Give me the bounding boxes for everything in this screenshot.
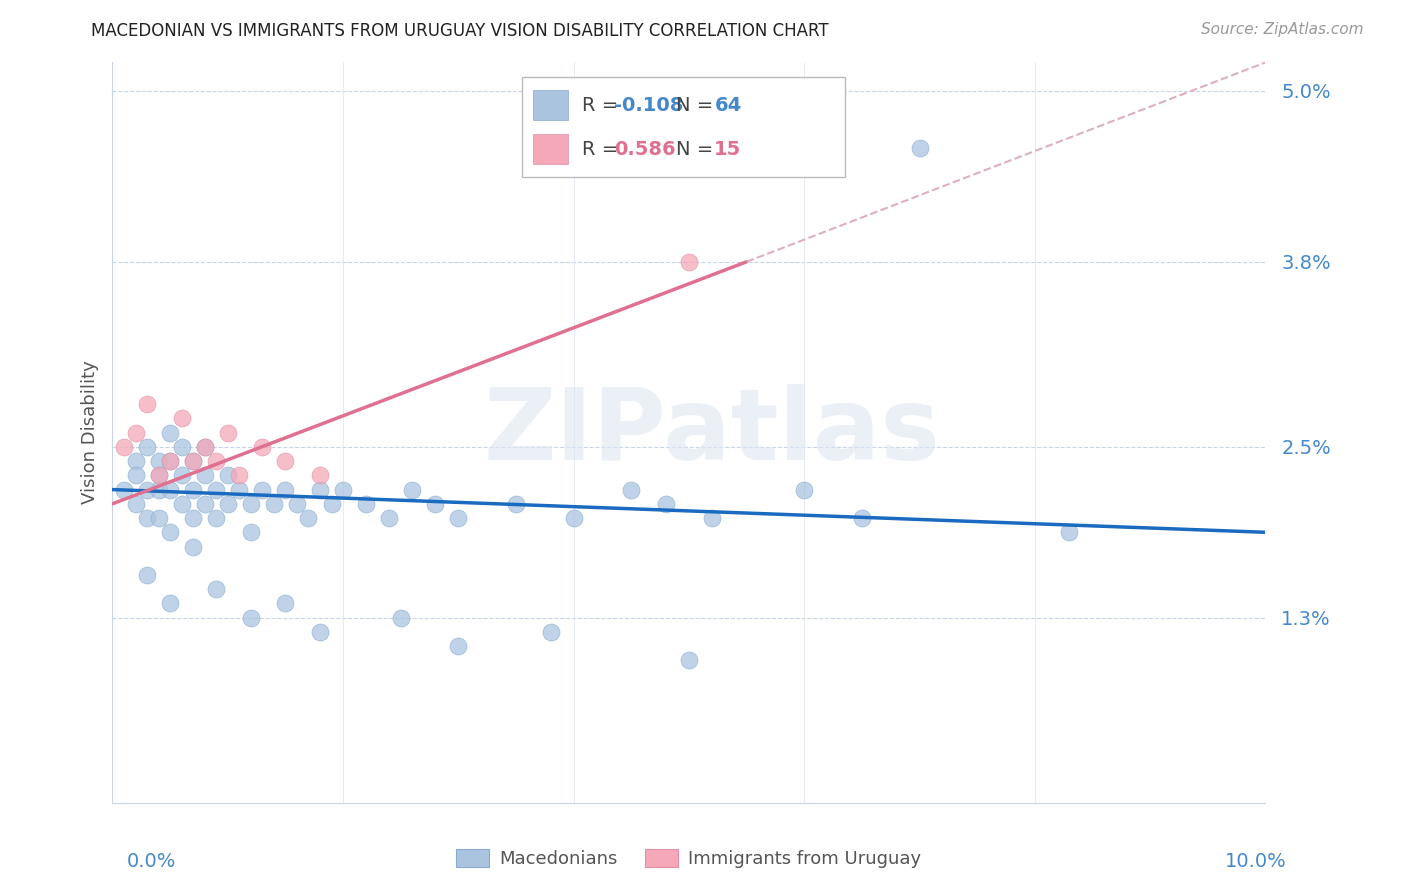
Point [124, 425, 146, 440]
Point [124, 454, 146, 468]
Point [181, 511, 204, 525]
Text: N =: N = [676, 95, 720, 115]
Point [170, 497, 193, 511]
Point [562, 511, 585, 525]
Point [297, 511, 319, 525]
Point [181, 454, 204, 468]
Text: 15: 15 [714, 140, 741, 159]
Point [159, 454, 181, 468]
Point [285, 497, 308, 511]
Point [217, 425, 239, 440]
Point [217, 497, 239, 511]
Point [655, 497, 678, 511]
Point [159, 483, 181, 497]
Point [228, 468, 250, 483]
Text: R =: R = [582, 140, 624, 159]
Point [793, 483, 815, 497]
Point [274, 454, 297, 468]
Point [148, 468, 170, 483]
Point [678, 254, 700, 268]
Point [851, 511, 873, 525]
Point [159, 525, 181, 540]
Text: MACEDONIAN VS IMMIGRANTS FROM URUGUAY VISION DISABILITY CORRELATION CHART: MACEDONIAN VS IMMIGRANTS FROM URUGUAY VI… [91, 22, 830, 40]
Point [252, 483, 274, 497]
Point [136, 440, 159, 454]
Point [239, 497, 262, 511]
Point [239, 525, 262, 540]
Point [401, 483, 423, 497]
Point [181, 540, 204, 554]
Point [321, 497, 343, 511]
FancyBboxPatch shape [533, 90, 568, 120]
Point [181, 454, 204, 468]
Point [124, 468, 146, 483]
Text: -0.108: -0.108 [614, 95, 683, 115]
Point [217, 468, 239, 483]
Point [274, 483, 297, 497]
Point [274, 597, 297, 611]
Point [425, 497, 447, 511]
Text: 0.586: 0.586 [614, 140, 676, 159]
Point [252, 440, 274, 454]
Point [309, 483, 332, 497]
Point [148, 511, 170, 525]
Point [309, 468, 332, 483]
Point [181, 483, 204, 497]
Point [170, 440, 193, 454]
Point [136, 511, 159, 525]
Point [1059, 525, 1081, 540]
Point [263, 497, 285, 511]
Point [148, 468, 170, 483]
Text: 0.0%: 0.0% [127, 852, 176, 871]
Point [205, 483, 228, 497]
Point [159, 597, 181, 611]
Y-axis label: Vision Disability: Vision Disability [80, 360, 98, 505]
Text: R =: R = [582, 95, 624, 115]
Point [447, 639, 470, 653]
Point [700, 511, 723, 525]
FancyBboxPatch shape [533, 135, 568, 164]
Point [332, 483, 354, 497]
Point [136, 483, 159, 497]
Point [136, 397, 159, 411]
Point [124, 497, 146, 511]
Point [620, 483, 643, 497]
Point [148, 454, 170, 468]
Point [205, 511, 228, 525]
Point [136, 568, 159, 582]
Point [170, 468, 193, 483]
Point [505, 497, 527, 511]
Point [112, 483, 135, 497]
Point [205, 454, 228, 468]
Point [389, 610, 412, 624]
Point [678, 653, 700, 667]
Text: ZIPatlas: ZIPatlas [484, 384, 941, 481]
Point [159, 454, 181, 468]
Text: N =: N = [676, 140, 720, 159]
Point [194, 440, 217, 454]
Point [540, 624, 562, 639]
Point [194, 468, 217, 483]
Point [148, 483, 170, 497]
Point [354, 497, 377, 511]
Point [309, 624, 332, 639]
Point [194, 497, 217, 511]
Point [447, 511, 470, 525]
Point [205, 582, 228, 597]
Point [159, 425, 181, 440]
FancyBboxPatch shape [522, 78, 845, 178]
Point [239, 610, 262, 624]
Point [228, 483, 250, 497]
Point [378, 511, 401, 525]
Point [170, 411, 193, 425]
Text: 10.0%: 10.0% [1225, 852, 1286, 871]
Legend: Macedonians, Immigrants from Uruguay: Macedonians, Immigrants from Uruguay [449, 841, 929, 875]
Text: 64: 64 [714, 95, 741, 115]
Point [112, 440, 135, 454]
Point [908, 141, 931, 155]
Point [194, 440, 217, 454]
Text: Source: ZipAtlas.com: Source: ZipAtlas.com [1201, 22, 1364, 37]
